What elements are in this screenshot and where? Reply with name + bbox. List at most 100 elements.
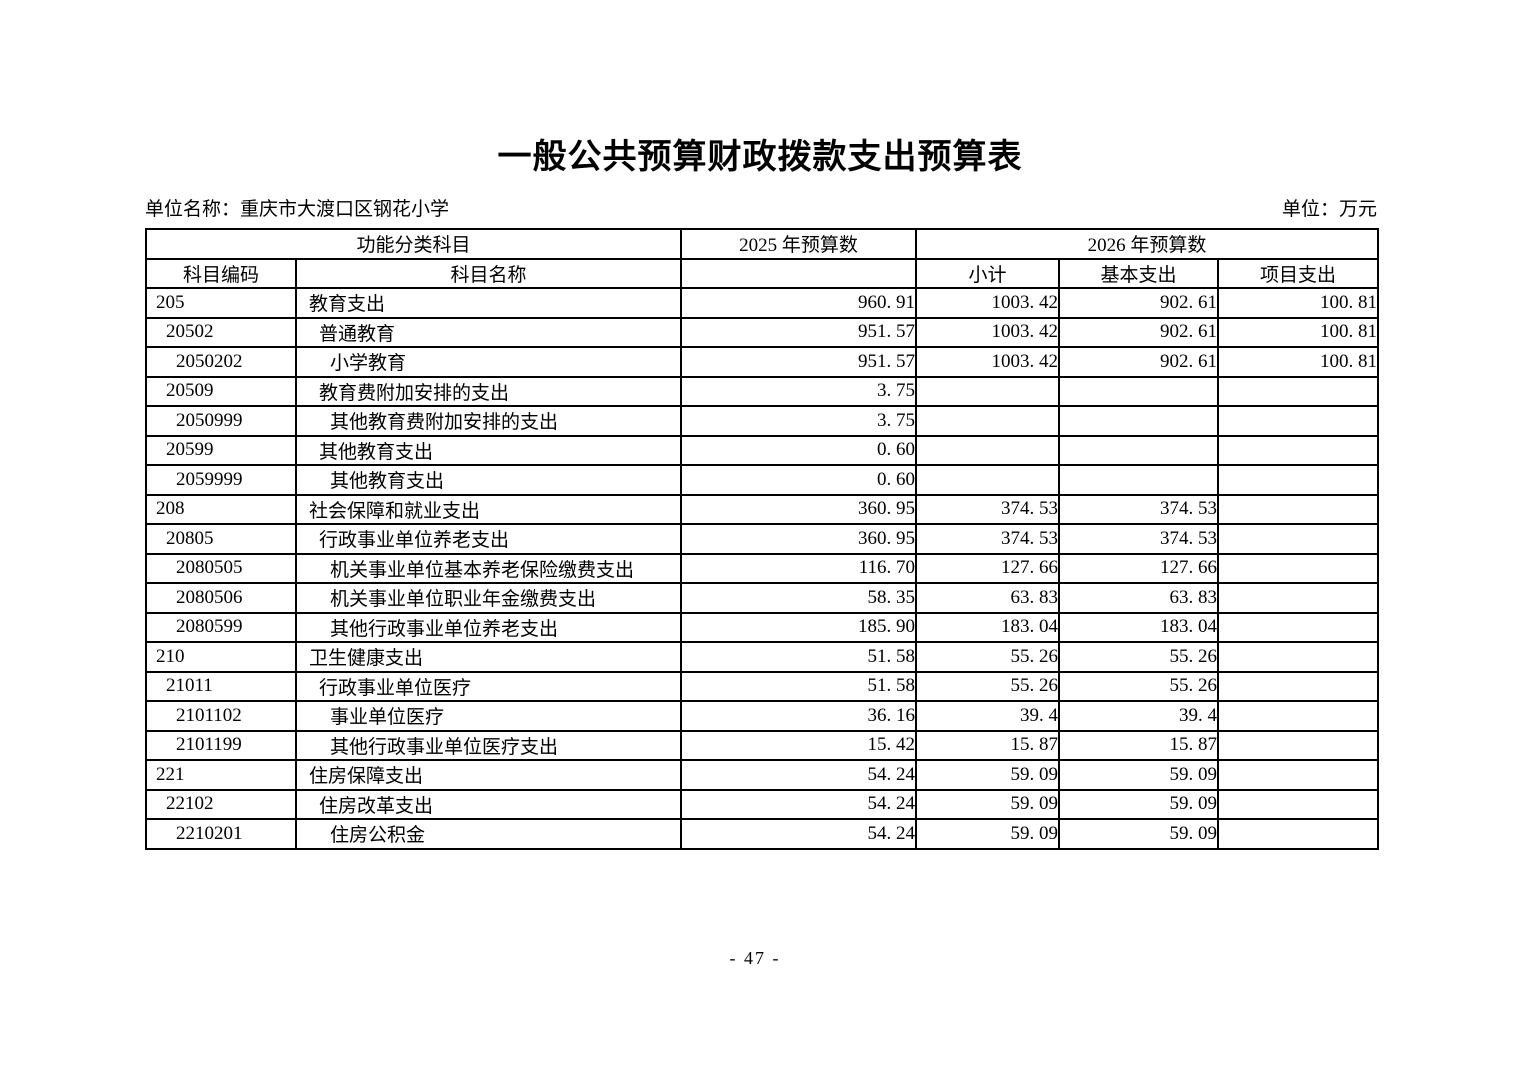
subtotal-2026-cell: 1003. 42 — [915, 287, 1061, 319]
header-functional-classification: 功能分类科目 — [144, 228, 683, 260]
table-row: 2101102 事业单位医疗 36. 16 39. 4 39. 4 — [145, 700, 1380, 732]
header-project-expenditure: 项目支出 — [1217, 257, 1380, 289]
subtotal-2026-cell — [915, 405, 1061, 437]
basic-expenditure-2026-cell — [1058, 405, 1220, 437]
table-row: 22102 住房改革支出 54. 24 59. 09 59. 09 — [145, 788, 1380, 820]
budget-2025-cell: 54. 24 — [680, 759, 918, 791]
subject-name-cell: 其他行政事业单位医疗支出 — [294, 729, 683, 761]
subtotal-2026-cell: 55. 26 — [915, 641, 1061, 673]
project-expenditure-2026-cell — [1217, 493, 1380, 525]
subtotal-2026-cell: 127. 66 — [915, 552, 1061, 584]
basic-expenditure-2026-cell: 15. 87 — [1058, 729, 1220, 761]
header-2025-budget: 2025 年预算数 — [680, 228, 918, 260]
subject-name-cell: 社会保障和就业支出 — [294, 493, 683, 525]
subtotal-2026-cell: 1003. 42 — [915, 346, 1061, 378]
basic-expenditure-2026-cell: 374. 53 — [1058, 493, 1220, 525]
subject-name-cell: 住房保障支出 — [294, 759, 683, 791]
budget-2025-cell: 185. 90 — [680, 611, 918, 643]
subject-name-cell: 行政事业单位医疗 — [294, 670, 683, 702]
subtotal-2026-cell: 1003. 42 — [915, 316, 1061, 348]
project-expenditure-2026-cell — [1217, 670, 1380, 702]
budget-2025-cell: 54. 24 — [680, 788, 918, 820]
basic-expenditure-2026-cell — [1058, 375, 1220, 407]
subject-code-cell: 22102 — [145, 788, 297, 820]
subtotal-2026-cell — [915, 464, 1061, 496]
subtotal-2026-cell: 55. 26 — [915, 670, 1061, 702]
project-expenditure-2026-cell: 100. 81 — [1217, 287, 1380, 319]
basic-expenditure-2026-cell — [1058, 464, 1220, 496]
project-expenditure-2026-cell: 100. 81 — [1217, 316, 1380, 348]
subtotal-2026-cell: 183. 04 — [915, 611, 1061, 643]
basic-expenditure-2026-cell: 127. 66 — [1058, 552, 1220, 584]
project-expenditure-2026-cell — [1217, 523, 1380, 555]
subject-name-cell: 事业单位医疗 — [294, 700, 683, 732]
budget-2025-cell: 960. 91 — [680, 287, 918, 319]
table-header-row-1: 功能分类科目 2025 年预算数 2026 年预算数 — [144, 228, 1380, 260]
header-subject-name: 科目名称 — [294, 257, 683, 289]
table-meta-row: 单位名称：重庆市大渡口区钢花小学 单位：万元 — [145, 198, 1377, 222]
project-expenditure-2026-cell — [1217, 788, 1380, 820]
subject-name-cell: 卫生健康支出 — [294, 641, 683, 673]
page-title: 一般公共预算财政拨款支出预算表 — [497, 139, 1023, 176]
budget-2025-cell: 3. 75 — [680, 375, 918, 407]
basic-expenditure-2026-cell: 59. 09 — [1058, 788, 1220, 820]
basic-expenditure-2026-cell: 55. 26 — [1058, 641, 1220, 673]
subtotal-2026-cell — [915, 375, 1061, 407]
subject-name-cell: 教育费附加安排的支出 — [294, 375, 683, 407]
table-row: 20509 教育费附加安排的支出 3. 75 — [145, 375, 1380, 407]
budget-2025-cell: 0. 60 — [680, 464, 918, 496]
basic-expenditure-2026-cell: 902. 61 — [1058, 316, 1220, 348]
subject-code-cell: 2101199 — [145, 729, 297, 761]
subject-name-cell: 其他教育支出 — [294, 434, 683, 466]
subtotal-2026-cell: 59. 09 — [915, 818, 1061, 850]
project-expenditure-2026-cell — [1217, 375, 1380, 407]
subject-code-cell: 2059999 — [145, 464, 297, 496]
basic-expenditure-2026-cell: 59. 09 — [1058, 759, 1220, 791]
project-expenditure-2026-cell — [1217, 729, 1380, 761]
subject-name-cell: 住房改革支出 — [294, 788, 683, 820]
project-expenditure-2026-cell — [1217, 700, 1380, 732]
budget-2025-cell: 951. 57 — [680, 316, 918, 348]
basic-expenditure-2026-cell: 183. 04 — [1058, 611, 1220, 643]
basic-expenditure-2026-cell: 374. 53 — [1058, 523, 1220, 555]
basic-expenditure-2026-cell: 63. 83 — [1058, 582, 1220, 614]
budget-2025-cell: 0. 60 — [680, 434, 918, 466]
subject-name-cell: 其他教育费附加安排的支出 — [294, 405, 683, 437]
project-expenditure-2026-cell — [1217, 818, 1380, 850]
subject-name-cell: 教育支出 — [294, 287, 683, 319]
subject-code-cell: 2080506 — [145, 582, 297, 614]
budget-2025-cell: 51. 58 — [680, 641, 918, 673]
table-row: 20502 普通教育 951. 57 1003. 42 902. 61 100. 81 — [145, 316, 1380, 348]
subject-code-cell: 221 — [145, 759, 297, 791]
subtotal-2026-cell — [915, 434, 1061, 466]
subject-name-cell: 小学教育 — [294, 346, 683, 378]
page-number: - 47 - — [729, 948, 781, 968]
basic-expenditure-2026-cell: 902. 61 — [1058, 287, 1220, 319]
subject-name-cell: 住房公积金 — [294, 818, 683, 850]
project-expenditure-2026-cell — [1217, 759, 1380, 791]
budget-2025-cell: 58. 35 — [680, 582, 918, 614]
subtotal-2026-cell: 59. 09 — [915, 759, 1061, 791]
budget-table: 功能分类科目 2025 年预算数 2026 年预算数 科目编码 科目名称 小计 … — [144, 228, 1380, 850]
subject-name-cell: 普通教育 — [294, 316, 683, 348]
header-2026-budget: 2026 年预算数 — [915, 228, 1380, 260]
table-row: 2050202 小学教育 951. 57 1003. 42 902. 61 100. 81 — [145, 346, 1380, 378]
subject-code-cell: 2101102 — [145, 700, 297, 732]
subject-code-cell: 2050999 — [145, 405, 297, 437]
table-row: 2210201 住房公积金 54. 24 59. 09 59. 09 — [145, 818, 1380, 850]
table-row: 2080506 机关事业单位职业年金缴费支出 58. 35 63. 83 63. 83 — [145, 582, 1380, 614]
table-row: 2080505 机关事业单位基本养老保险缴费支出 116. 70 127. 66 127… — [145, 552, 1380, 584]
project-expenditure-2026-cell — [1217, 582, 1380, 614]
budget-2025-cell: 360. 95 — [680, 523, 918, 555]
budget-2025-cell: 51. 58 — [680, 670, 918, 702]
subject-name-cell: 机关事业单位职业年金缴费支出 — [294, 582, 683, 614]
unit-of-measure-label: 单位：万元 — [1281, 199, 1377, 220]
table-row: 205 教育支出 960. 91 1003. 42 902. 61 100. 81 — [145, 287, 1380, 319]
basic-expenditure-2026-cell: 59. 09 — [1058, 818, 1220, 850]
budget-2025-cell: 36. 16 — [680, 700, 918, 732]
subtotal-2026-cell: 15. 87 — [915, 729, 1061, 761]
subject-code-cell: 2050202 — [145, 346, 297, 378]
header-subtotal: 小计 — [915, 257, 1061, 289]
budget-2025-cell: 951. 57 — [680, 346, 918, 378]
subject-code-cell: 20805 — [145, 523, 297, 555]
